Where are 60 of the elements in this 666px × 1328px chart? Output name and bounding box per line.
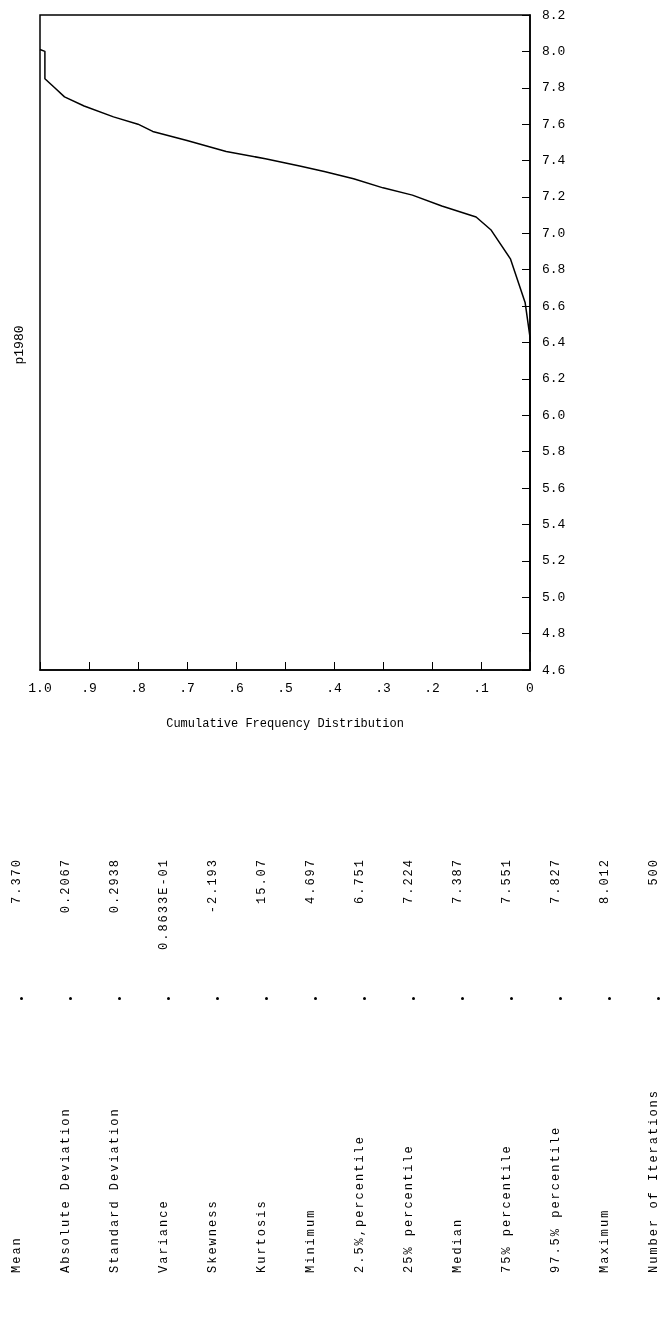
text: 4.697 [304,858,318,905]
y-tick-label: 7.4 [542,153,566,169]
text: 500 [647,858,661,886]
text: 0.8633E-01 [157,858,171,951]
category-label: Mean [9,1236,25,1273]
category-label: Number of Iterations [646,1088,662,1273]
category-label: Absolute Deviation [58,1107,74,1273]
y-tick-label: 6.6 [542,298,566,314]
y-tick-label: 6.8 [542,262,566,278]
y-tick-label: 4.6 [542,662,566,678]
category-label: 25% percentile [401,1144,417,1273]
text: 0.2938 [108,858,122,914]
x-tick-label: .2 [424,681,440,696]
text: 0.2067 [59,858,73,914]
y-tick-label: 8.0 [542,43,566,59]
category-label: 2.5%,percentile [352,1134,368,1273]
y-tick-label: 5.8 [542,444,566,460]
category-label: Kurtosis [254,1199,270,1273]
category-label: 97.5% percentile [548,1125,564,1273]
category-label: Skewness [205,1199,221,1273]
y-tick-label: 7.8 [542,80,566,96]
x-tick-label: .8 [130,681,146,696]
x-tick-label: .5 [277,681,293,696]
y-tick-label: 7.2 [542,189,566,205]
y-tick-label: 6.0 [542,407,566,423]
category-label: Median [450,1217,466,1273]
y-tick-label: 5.4 [542,516,566,532]
text: 7.224 [402,858,416,905]
x-tick-label: 1.0 [28,681,52,696]
x-tick-label: .4 [326,681,342,696]
y-tick-label: 8.2 [542,7,566,23]
text: 7.827 [549,858,563,905]
category-label: Maximum [597,1208,613,1273]
x-tick-label: .7 [179,681,195,696]
text: 7.551 [500,858,514,905]
category-label: Standard Deviation [107,1107,123,1273]
text: p1980 [11,325,27,365]
y-tick-label: 6.2 [542,371,566,387]
y-tick-label: 5.0 [542,589,566,605]
category-label: Variance [156,1199,172,1273]
x-tick-label: .9 [81,681,97,696]
y-tick-label: 4.8 [542,626,566,642]
x-tick-label: .6 [228,681,244,696]
text: 15.07 [255,858,269,905]
category-label: 75% percentile [499,1144,515,1273]
text: 7.387 [451,858,465,905]
x-tick-label: .3 [375,681,391,696]
text: 7.370 [10,858,24,905]
category-label: Minimum [303,1208,319,1273]
x-axis-title: Cumulative Frequency Distribution [166,717,404,731]
text: 6.751 [353,858,367,905]
x-tick-label: 0 [526,681,534,696]
y-tick-label: 7.0 [542,225,566,241]
x-tick-label: .1 [473,681,489,696]
text: 8.012 [598,858,612,905]
y-tick-label: 7.6 [542,116,566,132]
y-tick-label: 5.6 [542,480,566,496]
y-tick-label: 6.4 [542,335,566,350]
text: -2.193 [206,858,220,914]
y-tick-label: 5.2 [542,553,566,569]
